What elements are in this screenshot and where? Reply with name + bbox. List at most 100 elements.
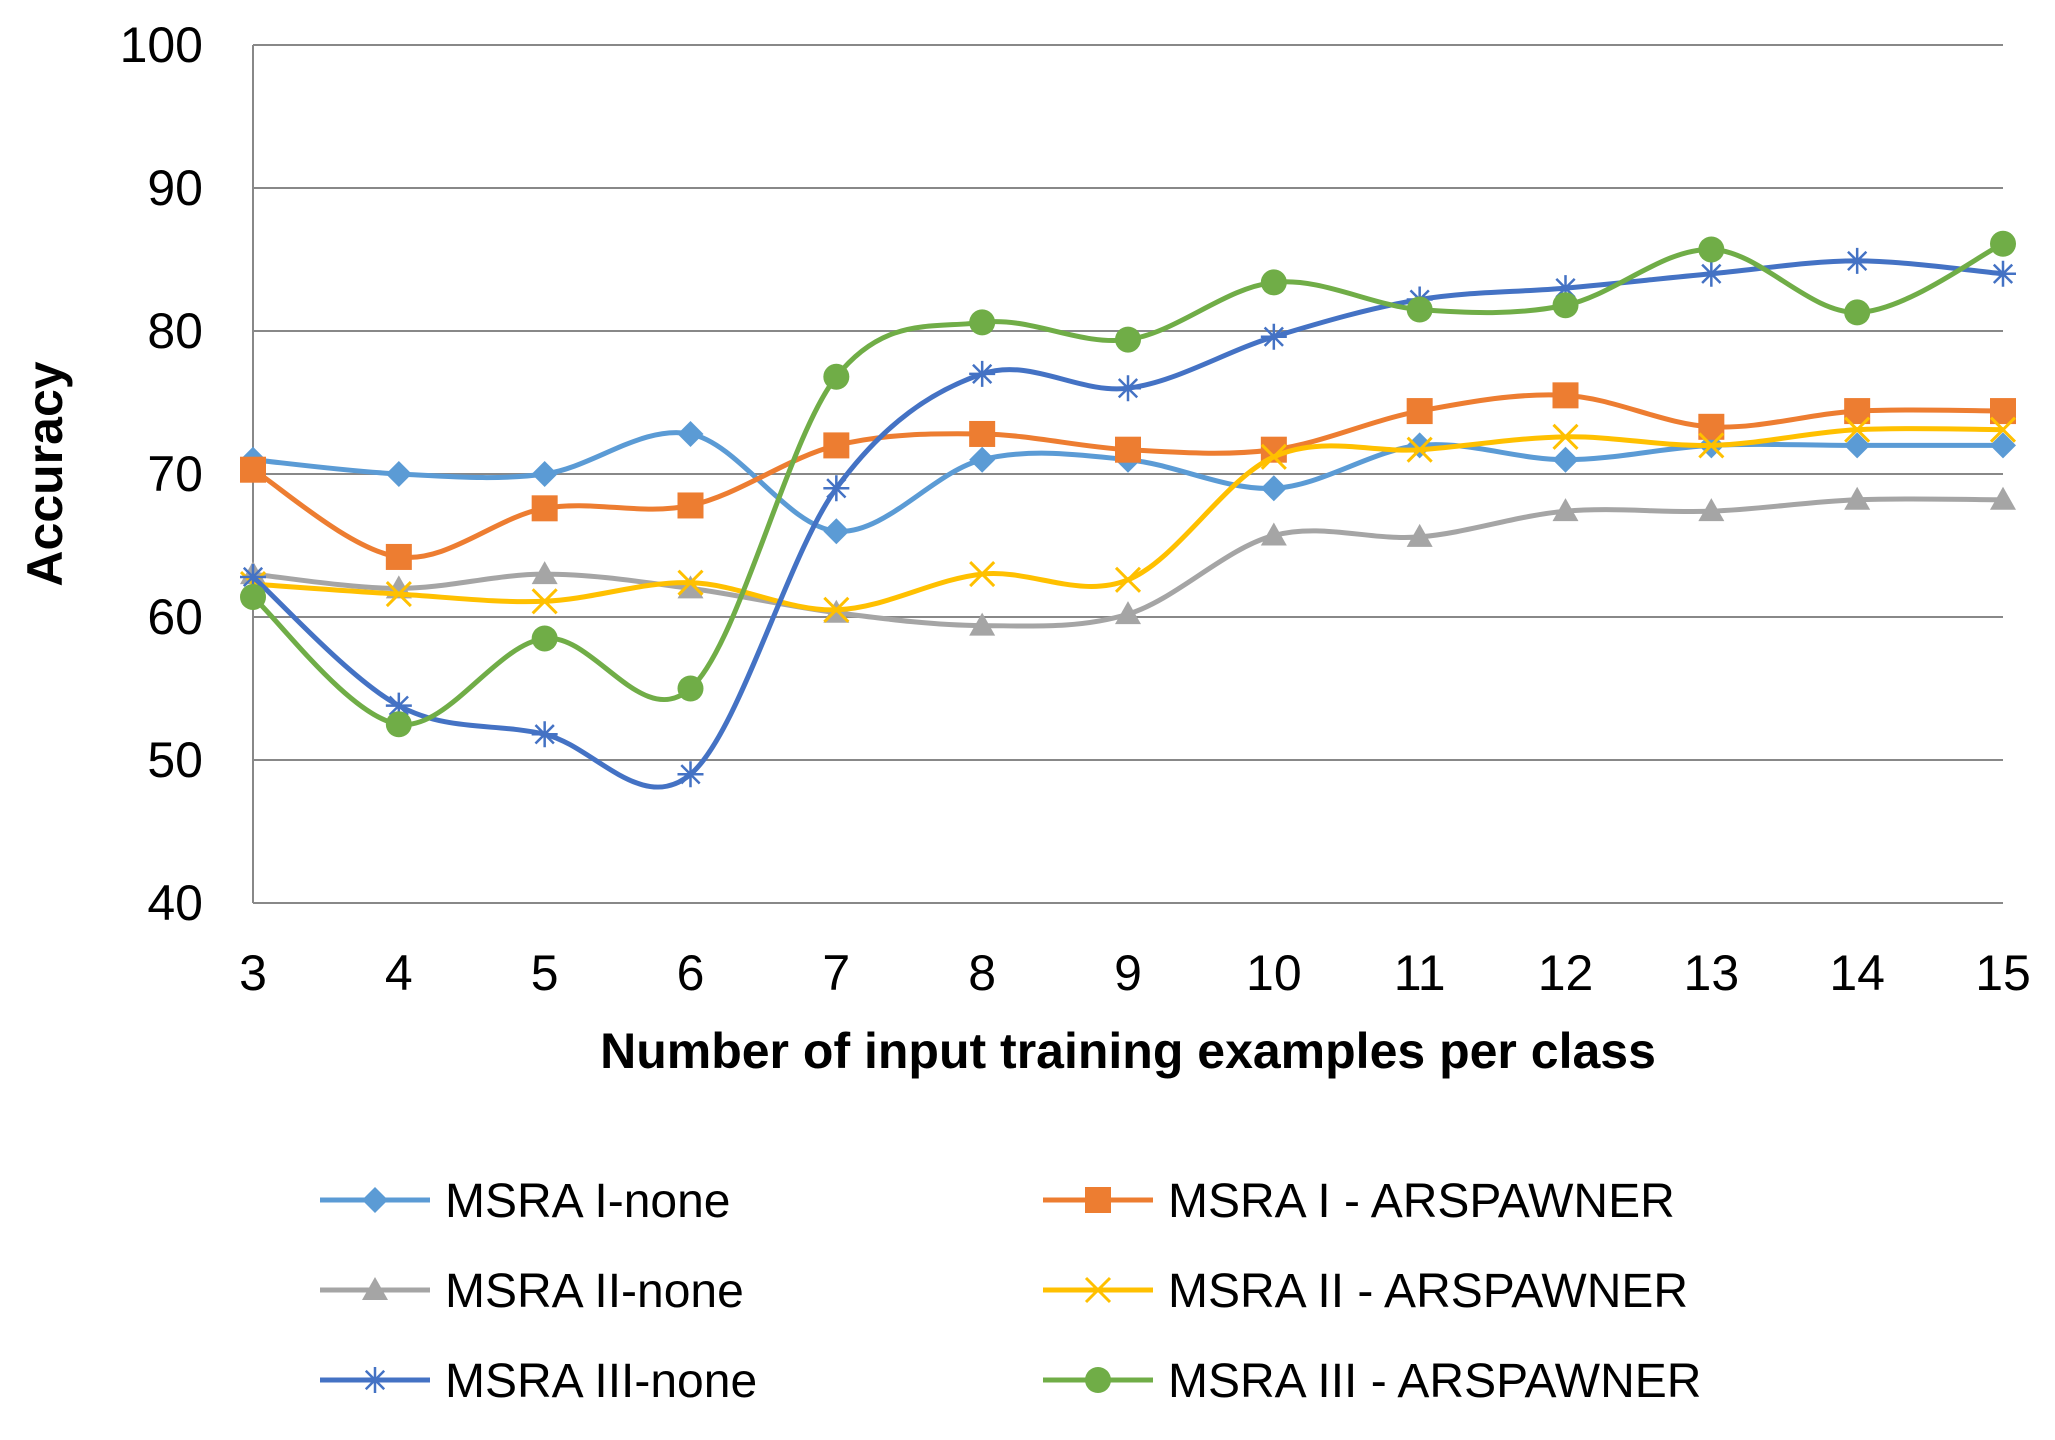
legend-label: MSRA II-none — [445, 1265, 744, 1318]
series-line — [251, 241, 2005, 727]
x-tick-label: 10 — [1246, 945, 1302, 1001]
legend-item: MSRA II - ARSPAWNER — [1043, 1265, 1688, 1318]
data-point — [1698, 260, 1725, 287]
x-tick-label: 12 — [1538, 945, 1594, 1001]
data-point — [677, 420, 704, 447]
data-point — [969, 446, 996, 473]
data-point — [823, 596, 850, 623]
y-tick-label: 100 — [120, 17, 203, 73]
data-point — [385, 692, 412, 719]
y-tick-label: 50 — [147, 732, 203, 788]
data-point — [1260, 323, 1287, 350]
data-point — [385, 461, 412, 487]
data-point — [1698, 432, 1725, 459]
data-point — [823, 518, 850, 545]
y-tick-labels: 40 50 60 70 80 90 100 — [120, 17, 203, 931]
x-tick-label: 14 — [1829, 945, 1885, 1001]
data-point — [969, 360, 996, 387]
data-point — [677, 569, 704, 596]
data-point — [1990, 432, 2016, 459]
data-point — [531, 461, 558, 487]
data-point — [385, 581, 412, 608]
x-tick-label: 15 — [1975, 945, 2031, 1001]
data-point — [823, 363, 850, 390]
data-point — [1844, 432, 1871, 459]
data-point — [531, 588, 558, 615]
data-point — [1115, 375, 1141, 402]
data-point — [531, 495, 558, 522]
series-msra-i---arspawner — [240, 382, 2016, 570]
data-point — [1989, 416, 2017, 443]
data-point — [969, 612, 996, 636]
legend-label: MSRA I-none — [445, 1175, 730, 1228]
data-point — [1114, 566, 1142, 593]
x-tick-label: 4 — [385, 945, 413, 1001]
data-point — [677, 761, 704, 788]
legend-label: MSRA III - ARSPAWNER — [1168, 1355, 1701, 1408]
gridlines — [252, 44, 2003, 904]
data-point — [531, 625, 558, 652]
data-point — [969, 309, 996, 336]
y-tick-label: 90 — [147, 160, 203, 216]
x-tick-label: 3 — [239, 945, 267, 1001]
data-point — [1115, 326, 1141, 353]
data-point — [823, 475, 850, 502]
x-tick-label: 9 — [1114, 945, 1142, 1001]
x-tick-label: 8 — [968, 945, 996, 1001]
y-tick-label: 80 — [147, 303, 203, 359]
data-point — [240, 563, 266, 590]
data-point — [531, 561, 558, 585]
data-point — [1260, 522, 1287, 546]
legend-item: MSRA III-none — [320, 1355, 757, 1408]
x-tick-label: 13 — [1684, 945, 1740, 1001]
data-point — [1990, 230, 2016, 257]
legend: MSRA I-none MSRA I - ARSPAWNER MSRA II-non… — [320, 1175, 1701, 1408]
data-point — [240, 583, 266, 610]
y-tick-label: 70 — [147, 446, 203, 502]
data-point — [1406, 398, 1433, 425]
data-point — [1990, 260, 2016, 287]
data-point — [1406, 436, 1433, 463]
legend-label: MSRA III-none — [445, 1355, 757, 1408]
data-point — [1552, 292, 1579, 319]
legend-marker — [1084, 1276, 1112, 1304]
legend-item: MSRA II-none — [320, 1265, 744, 1318]
legend-marker — [1085, 1187, 1111, 1213]
data-point — [1552, 382, 1579, 409]
data-point — [1115, 436, 1141, 463]
series-lines — [239, 230, 2017, 790]
data-point — [1406, 296, 1433, 323]
data-point — [677, 492, 704, 519]
x-tick-label: 6 — [677, 945, 705, 1001]
data-point — [823, 432, 850, 459]
data-point — [1990, 486, 2016, 510]
data-point — [531, 721, 558, 748]
x-tick-labels: 3 4 5 6 7 8 9 10 11 12 13 14 15 — [239, 945, 2031, 1001]
legend-label: MSRA II - ARSPAWNER — [1168, 1265, 1688, 1318]
data-point — [1844, 486, 1871, 510]
data-point — [969, 420, 996, 447]
data-point — [1552, 423, 1579, 450]
series-msra-ii-none — [240, 486, 2016, 636]
data-point — [1260, 269, 1287, 296]
legend-item: MSRA I - ARSPAWNER — [1043, 1175, 1675, 1228]
data-point — [1260, 475, 1287, 502]
legend-label: MSRA I - ARSPAWNER — [1168, 1175, 1675, 1228]
legend-marker — [362, 1187, 388, 1213]
x-tick-label: 7 — [822, 945, 850, 1001]
data-point — [385, 711, 412, 738]
data-point — [1844, 247, 1871, 274]
data-point — [1844, 416, 1871, 443]
legend-marker — [1085, 1367, 1111, 1393]
data-point — [1552, 446, 1579, 473]
x-axis-title: Number of input training examples per cl… — [600, 1023, 1656, 1079]
x-tick-label: 5 — [531, 945, 559, 1001]
data-point — [1844, 299, 1871, 326]
data-point — [677, 675, 704, 702]
legend-marker — [362, 1277, 388, 1300]
data-point — [1406, 432, 1433, 459]
legend-item: MSRA III - ARSPAWNER — [1043, 1355, 1701, 1408]
data-point — [1406, 523, 1433, 547]
data-point — [1698, 498, 1725, 522]
